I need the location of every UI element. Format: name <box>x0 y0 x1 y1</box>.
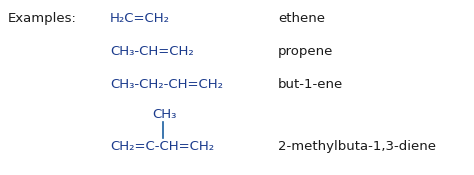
Text: H₂C=CH₂: H₂C=CH₂ <box>110 12 170 25</box>
Text: propene: propene <box>278 45 333 58</box>
Text: CH₂=C-CH=CH₂: CH₂=C-CH=CH₂ <box>110 140 214 153</box>
Text: CH₃-CH₂-CH=CH₂: CH₃-CH₂-CH=CH₂ <box>110 78 223 91</box>
Text: CH₃-CH=CH₂: CH₃-CH=CH₂ <box>110 45 194 58</box>
Text: ethene: ethene <box>278 12 325 25</box>
Text: but-1-ene: but-1-ene <box>278 78 343 91</box>
Text: 2-methylbuta-1,3-diene: 2-methylbuta-1,3-diene <box>278 140 436 153</box>
Text: Examples:: Examples: <box>8 12 77 25</box>
Text: CH₃: CH₃ <box>152 108 176 121</box>
